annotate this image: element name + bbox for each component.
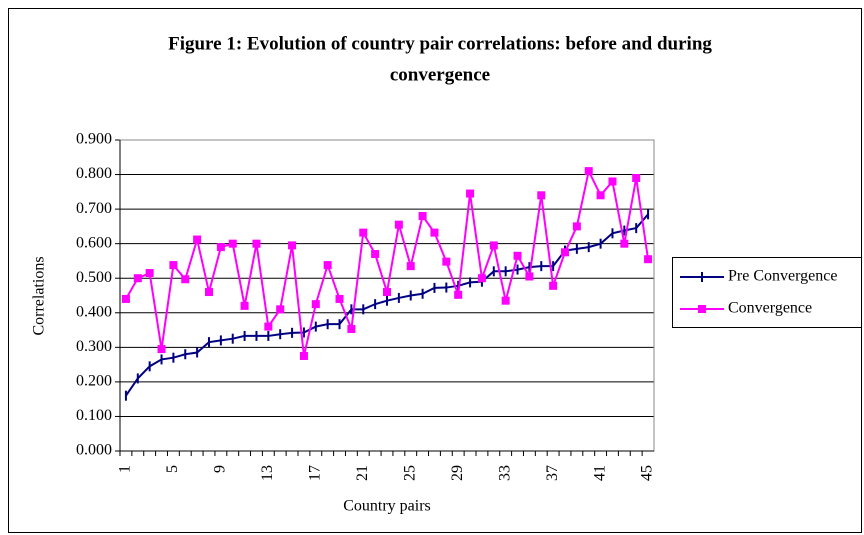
x-tick-label: 41: [591, 465, 608, 481]
x-tick-label: 25: [401, 465, 418, 481]
data-point: [252, 239, 261, 248]
data-point: [632, 174, 641, 183]
data-point: [525, 272, 534, 281]
data-point: [549, 281, 558, 290]
y-tick-label: 0.200: [76, 373, 112, 390]
data-point: [430, 228, 439, 237]
data-point: [157, 345, 166, 354]
y-axis-label: Correlations: [31, 256, 48, 335]
data-point: [133, 274, 142, 283]
data-point: [145, 269, 154, 278]
y-tick-label: 0.500: [76, 269, 112, 286]
y-tick-label: 0.000: [76, 442, 112, 459]
data-point: [466, 189, 475, 198]
y-tick-label: 0.400: [76, 303, 112, 320]
data-point: [394, 220, 403, 229]
data-point: [169, 261, 178, 270]
x-tick-label: 45: [639, 465, 656, 481]
data-point: [489, 241, 498, 250]
y-tick-label: 0.700: [76, 200, 112, 217]
data-point: [454, 290, 463, 299]
x-tick-label: 9: [212, 465, 229, 473]
data-point: [644, 255, 653, 264]
data-point: [620, 239, 629, 248]
data-point: [240, 301, 249, 310]
y-tick-label: 0.100: [76, 407, 112, 424]
x-tick-label: 13: [259, 465, 276, 481]
data-point: [477, 274, 486, 283]
data-point: [311, 300, 320, 309]
data-point: [596, 191, 605, 200]
data-point: [205, 288, 213, 297]
legend-label: Pre Convergence: [728, 268, 837, 285]
data-point: [193, 235, 202, 244]
data-point: [288, 241, 297, 250]
data-point: [383, 288, 391, 297]
data-point: [608, 177, 617, 186]
data-point: [418, 212, 427, 221]
chart-title: convergence: [390, 64, 490, 85]
data-point: [371, 250, 380, 259]
data-point: [513, 251, 522, 260]
chart-title: Figure 1: Evolution of country pair corr…: [168, 33, 712, 54]
data-point: [121, 294, 130, 303]
data-point: [442, 257, 451, 266]
data-point: [584, 167, 593, 176]
y-tick-label: 0.300: [76, 338, 112, 355]
data-point: [572, 222, 581, 231]
data-point: [561, 248, 569, 257]
data-point: [323, 261, 332, 270]
x-axis-label: Country pairs: [343, 498, 431, 515]
y-tick-label: 0.900: [76, 131, 112, 148]
data-point: [406, 262, 415, 271]
y-tick-label: 0.800: [76, 165, 112, 182]
legend-marker: [698, 305, 706, 313]
data-point: [299, 351, 308, 360]
legend: [672, 257, 862, 328]
data-point: [181, 275, 190, 284]
x-tick-label: 33: [496, 465, 513, 481]
data-point: [216, 243, 225, 252]
y-tick-label: 0.600: [76, 234, 112, 251]
data-point: [228, 239, 237, 248]
x-tick-label: 37: [544, 465, 561, 481]
x-tick-label: 5: [164, 465, 181, 473]
x-tick-label: 17: [306, 465, 323, 481]
x-tick-label: 1: [117, 465, 134, 473]
data-point: [347, 325, 356, 334]
data-point: [537, 191, 546, 200]
x-tick-label: 21: [354, 465, 371, 481]
data-point: [335, 294, 344, 303]
x-tick-label: 29: [449, 465, 466, 481]
data-point: [501, 296, 510, 305]
legend-label: Convergence: [728, 300, 812, 317]
data-point: [359, 228, 368, 237]
data-point: [264, 322, 273, 331]
data-point: [276, 305, 285, 314]
